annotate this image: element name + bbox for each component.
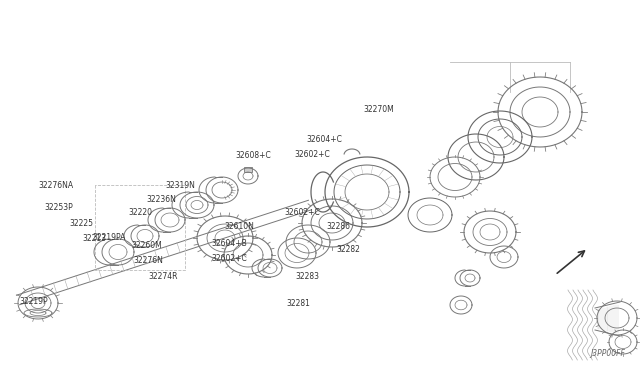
Text: 32604+C: 32604+C xyxy=(306,135,342,144)
Text: 32282: 32282 xyxy=(336,245,360,254)
Text: 32319N: 32319N xyxy=(165,181,195,190)
Text: 32225: 32225 xyxy=(69,219,93,228)
Text: 32213: 32213 xyxy=(82,234,106,243)
Bar xyxy=(244,167,252,172)
Text: 32219P: 32219P xyxy=(19,297,48,306)
Text: 32276N: 32276N xyxy=(133,256,163,265)
Text: 32260M: 32260M xyxy=(131,241,162,250)
Text: 32220: 32220 xyxy=(128,208,152,217)
Text: 32236N: 32236N xyxy=(146,195,176,203)
Text: 32281: 32281 xyxy=(287,299,310,308)
Text: J3PP00FF: J3PP00FF xyxy=(590,349,625,358)
Text: 32610N: 32610N xyxy=(224,222,254,231)
Text: 32253P: 32253P xyxy=(45,203,74,212)
Text: 32604+B: 32604+B xyxy=(211,239,247,248)
Text: 32602+C: 32602+C xyxy=(285,208,321,217)
Text: 32276NA: 32276NA xyxy=(38,182,74,190)
Text: 32286: 32286 xyxy=(326,222,351,231)
Text: 32270M: 32270M xyxy=(364,105,394,114)
Text: 32608+C: 32608+C xyxy=(236,151,271,160)
Text: 32602+C: 32602+C xyxy=(294,150,330,159)
Text: 32602+C: 32602+C xyxy=(211,254,247,263)
Text: 32283: 32283 xyxy=(296,272,320,280)
Text: 32219PA: 32219PA xyxy=(93,233,126,242)
Text: 32274R: 32274R xyxy=(148,272,178,280)
